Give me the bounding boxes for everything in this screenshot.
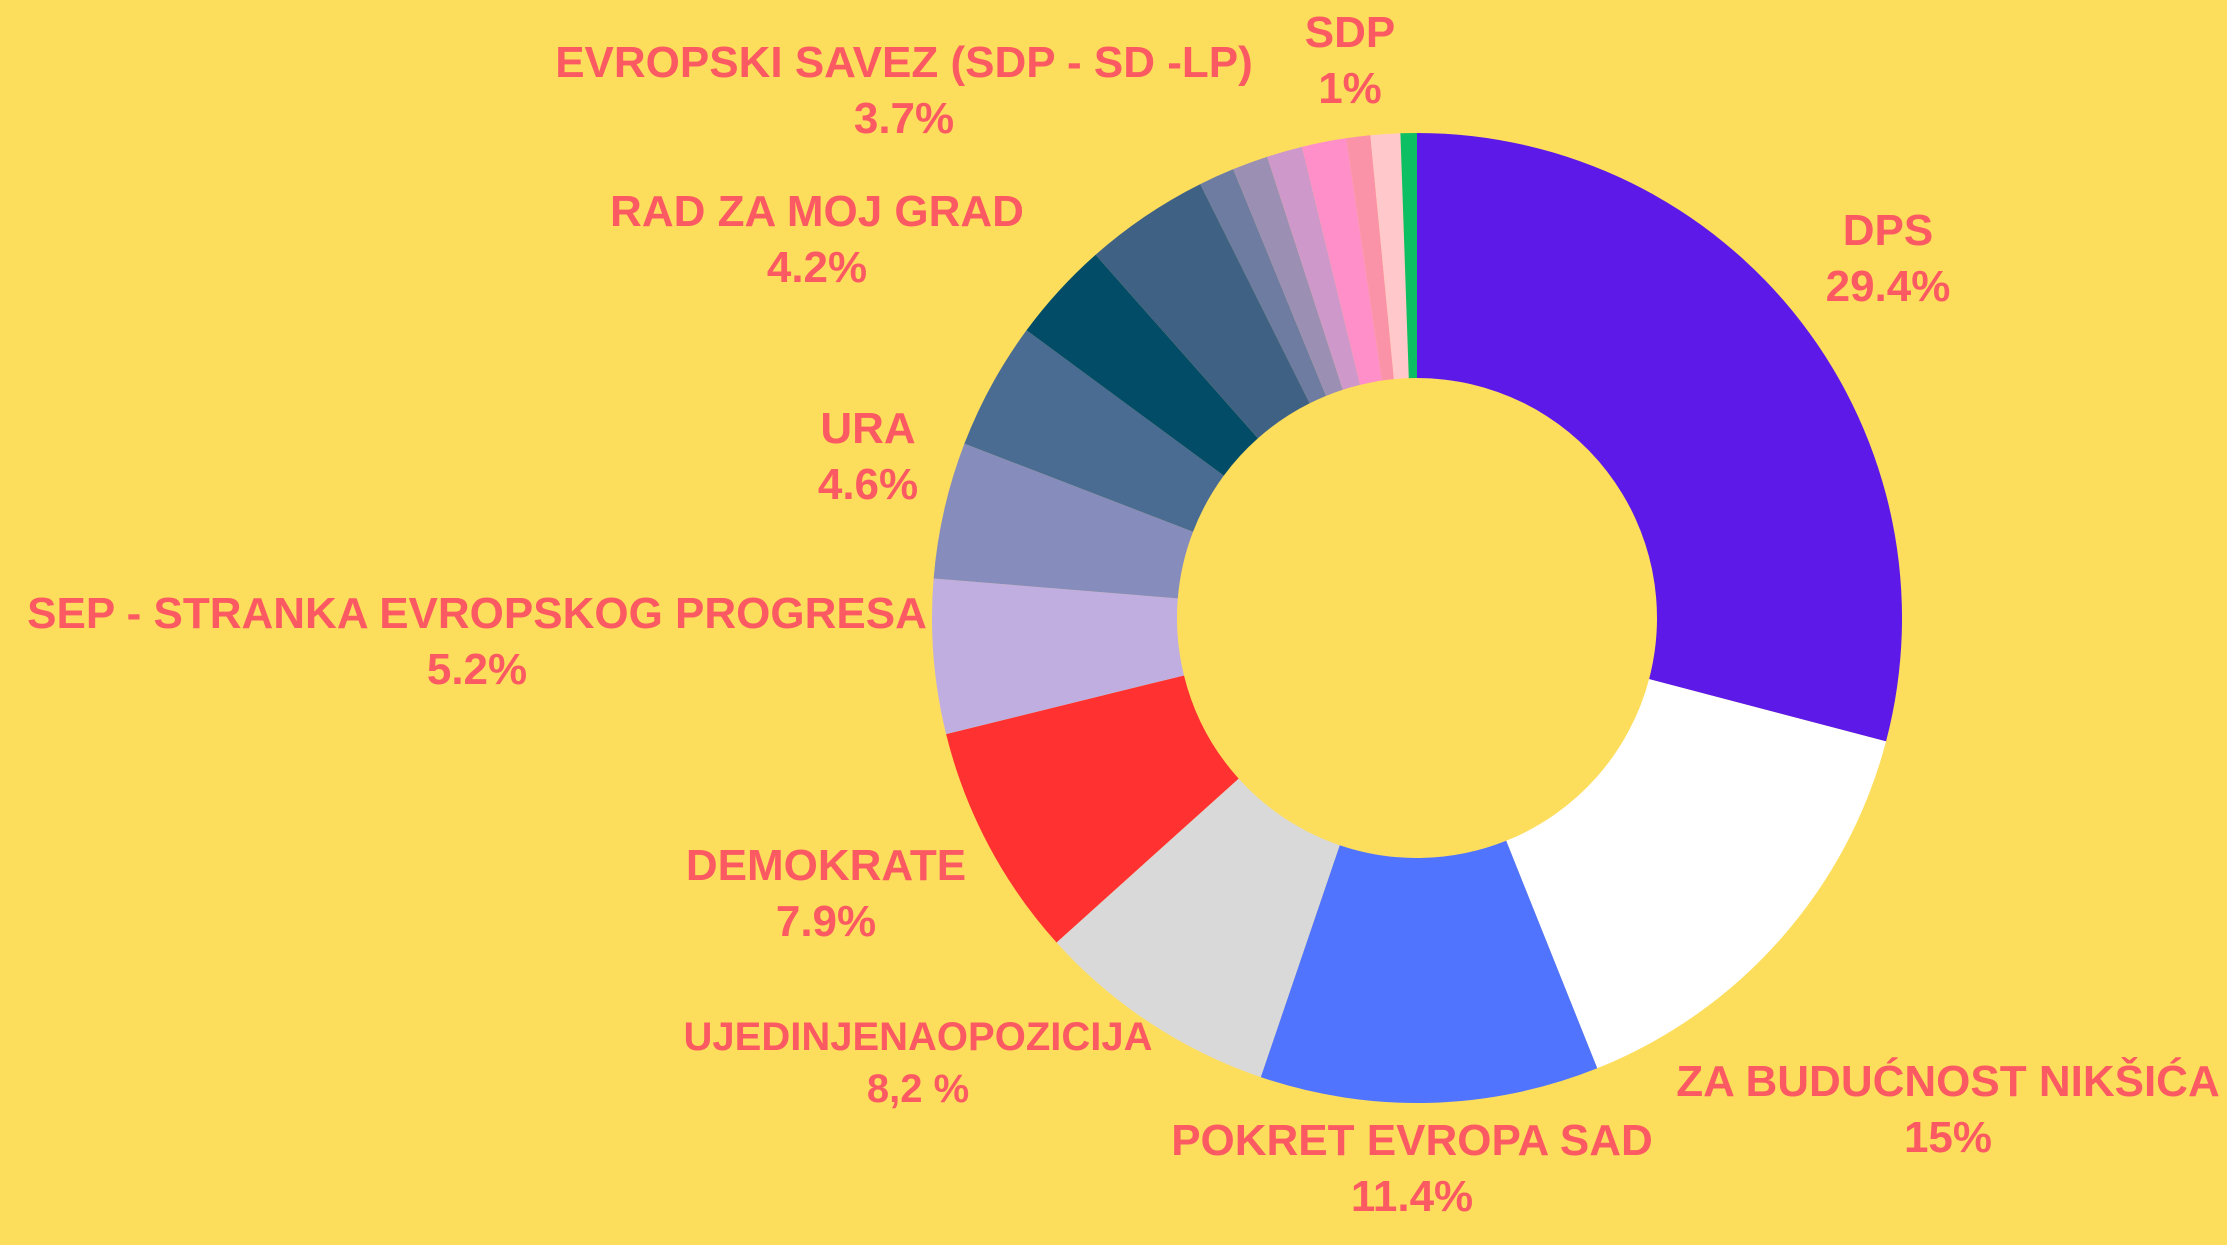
donut-slice-3	[1056, 778, 1340, 1078]
donut-slice-5	[932, 578, 1184, 735]
label-evropski-savez: EVROPSKI SAVEZ (SDP - SD -LP) 3.7%	[555, 35, 1253, 147]
label-ura: URA 4.6%	[818, 401, 918, 513]
label-sdp-value: 1%	[1318, 64, 1382, 113]
label-sep-value: 5.2%	[426, 645, 528, 694]
donut-slice-2	[1260, 840, 1598, 1104]
label-rad-za-moj-grad: RAD ZA MOJ GRAD 4.2%	[610, 184, 1024, 296]
label-sep-name: SEP - STRANKA EVROPSKOG PROGRESA	[27, 589, 927, 638]
label-demokrate-value: 7.9%	[775, 897, 877, 946]
label-sdp: SDP 1%	[1305, 5, 1395, 117]
label-pokret-evropa-sad: POKRET EVROPA SAD 11.4%	[1171, 1113, 1653, 1225]
label-ujedinjenaopozicija-name: UJEDINJENAOPOZICIJA	[683, 1015, 1153, 1059]
donut-slice-11	[1233, 156, 1343, 396]
donut-slice-10	[1200, 169, 1327, 404]
label-ujedinjenaopozicija: UJEDINJENAOPOZICIJA 8,2 %	[684, 1011, 1153, 1115]
donut-slice-8	[1026, 254, 1258, 476]
donut-slice-6	[933, 443, 1194, 599]
donut-slice-7	[964, 330, 1224, 532]
donut-slice-1	[1506, 679, 1887, 1069]
label-za-buducnost-niksica: ZA BUDUĆNOST NIKŠIĆA 15%	[1676, 1054, 2219, 1166]
label-evropski-savez-name: EVROPSKI SAVEZ (SDP - SD -LP)	[555, 38, 1253, 87]
donut-slice-14	[1346, 135, 1394, 381]
label-ujedinjenaopozicija-value: 8,2 %	[866, 1067, 970, 1111]
label-dps-name: DPS	[1842, 206, 1934, 255]
label-demokrate-name: DEMOKRATE	[685, 841, 967, 890]
donut-slice-16	[1400, 133, 1417, 379]
label-za-buducnost-niksica-value: 15%	[1903, 1113, 1993, 1162]
donut-slice-9	[1095, 184, 1310, 439]
donut-slice-13	[1302, 138, 1383, 385]
label-ura-value: 4.6%	[817, 460, 919, 509]
label-evropski-savez-value: 3.7%	[853, 94, 955, 143]
label-demokrate: DEMOKRATE 7.9%	[686, 838, 966, 950]
label-sep: SEP - STRANKA EVROPSKOG PROGRESA 5.2%	[27, 586, 927, 698]
label-dps: DPS 29.4%	[1826, 203, 1951, 315]
label-pokret-evropa-sad-name: POKRET EVROPA SAD	[1171, 1116, 1653, 1165]
label-pokret-evropa-sad-value: 11.4%	[1350, 1172, 1474, 1221]
label-rad-za-moj-grad-name: RAD ZA MOJ GRAD	[610, 187, 1024, 236]
label-rad-za-moj-grad-value: 4.2%	[766, 243, 868, 292]
donut-slice-4	[946, 675, 1239, 943]
label-za-buducnost-niksica-name: ZA BUDUĆNOST NIKŠIĆA	[1676, 1057, 2220, 1106]
label-sdp-name: SDP	[1304, 8, 1396, 57]
label-dps-value: 29.4%	[1825, 262, 1951, 311]
donut-slice-12	[1267, 146, 1361, 390]
donut-slice-15	[1370, 133, 1409, 380]
donut-slice-0	[1417, 133, 1902, 742]
label-ura-name: URA	[820, 404, 916, 453]
